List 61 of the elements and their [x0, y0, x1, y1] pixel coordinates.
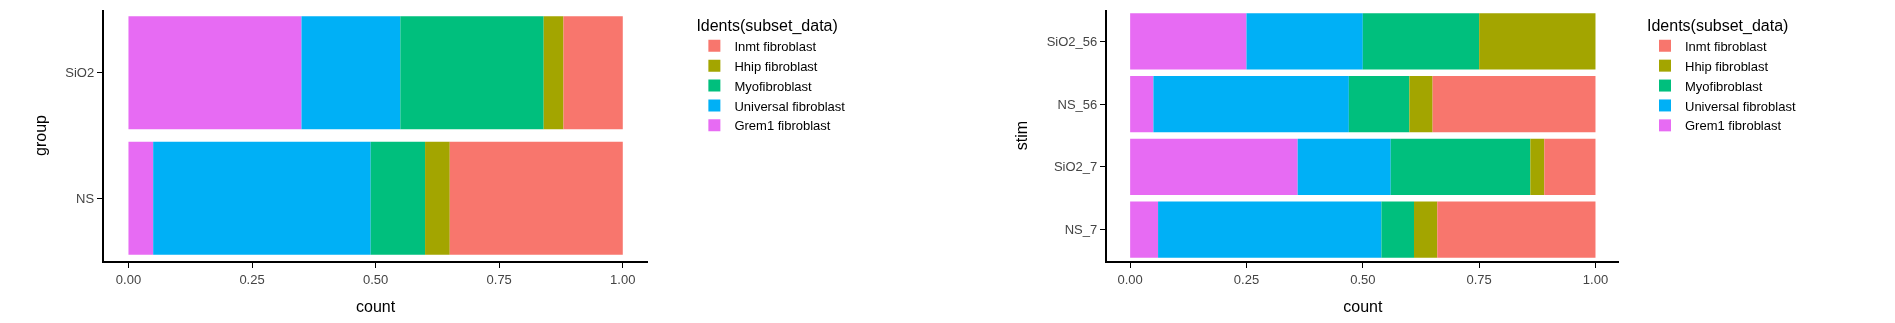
bar — [1246, 13, 1363, 70]
bar — [425, 141, 450, 255]
bar — [1362, 13, 1480, 70]
x-tick-label: 1.00 — [1582, 271, 1609, 287]
y-tick-label: NS_7 — [1064, 222, 1098, 238]
bar — [1432, 75, 1596, 133]
y-tick-label: NS — [76, 190, 95, 206]
legend-label: Inmt fibroblast — [734, 38, 817, 54]
bar — [1437, 201, 1596, 258]
bar — [1544, 138, 1596, 196]
y-axis-title: group — [31, 114, 49, 156]
x-tick-label: 0.00 — [115, 271, 142, 287]
bar — [1153, 75, 1349, 133]
x-tick-label: 0.50 — [1350, 271, 1376, 287]
bar — [1348, 75, 1410, 133]
legend-title: Idents(subset_data) — [696, 16, 838, 35]
legend-label: Universal fibroblast — [1685, 98, 1796, 114]
bar — [128, 16, 302, 130]
x-tick-label: 0.50 — [362, 271, 389, 287]
bar — [370, 141, 426, 255]
bar — [563, 16, 623, 130]
bar — [153, 141, 371, 255]
bar — [1297, 138, 1391, 196]
bar — [1390, 138, 1531, 196]
x-tick-label: 0.25 — [239, 271, 265, 287]
legend-title: Idents(subset_data) — [1647, 16, 1789, 35]
bar — [1158, 201, 1382, 258]
y-tick-label: SiO2_7 — [1053, 159, 1098, 175]
y-axis-title: stim — [1013, 120, 1031, 151]
x-axis-title: count — [356, 297, 396, 315]
bar — [400, 16, 544, 130]
bar — [449, 141, 623, 255]
bar — [128, 141, 154, 255]
x-tick-label: 0.75 — [1466, 271, 1492, 287]
legend-label: Myofibroblast — [1685, 78, 1763, 94]
legend-label: Myofibroblast — [734, 78, 813, 94]
bar — [543, 16, 564, 130]
bar — [1130, 201, 1159, 258]
y-tick-label: NS_56 — [1057, 96, 1098, 112]
legend-label: Grem1 fibroblast — [1685, 118, 1782, 134]
bar — [301, 16, 401, 130]
bar — [1130, 138, 1298, 196]
y-tick-label: SiO2 — [65, 65, 95, 81]
bar — [1479, 13, 1596, 70]
legend-label: Universal fibroblast — [734, 98, 846, 114]
legend-label: Inmt fibroblast — [1685, 38, 1768, 54]
bar — [1414, 201, 1438, 258]
legend-label: Grem1 fibroblast — [734, 118, 831, 134]
x-tick-label: 0.75 — [486, 271, 512, 287]
bar — [1530, 138, 1545, 196]
x-tick-label: 1.00 — [610, 271, 636, 287]
x-tick-label: 0.25 — [1233, 271, 1260, 287]
legend-label: Hhip fibroblast — [734, 58, 818, 74]
x-tick-label: 0.00 — [1117, 271, 1143, 287]
y-tick-label: SiO2_56 — [1046, 33, 1098, 49]
bar — [1409, 75, 1433, 133]
bar — [1130, 13, 1247, 70]
x-axis-title: count — [1343, 297, 1383, 315]
bar — [1381, 201, 1415, 258]
bar — [1130, 75, 1154, 133]
legend-label: Hhip fibroblast — [1685, 58, 1769, 74]
